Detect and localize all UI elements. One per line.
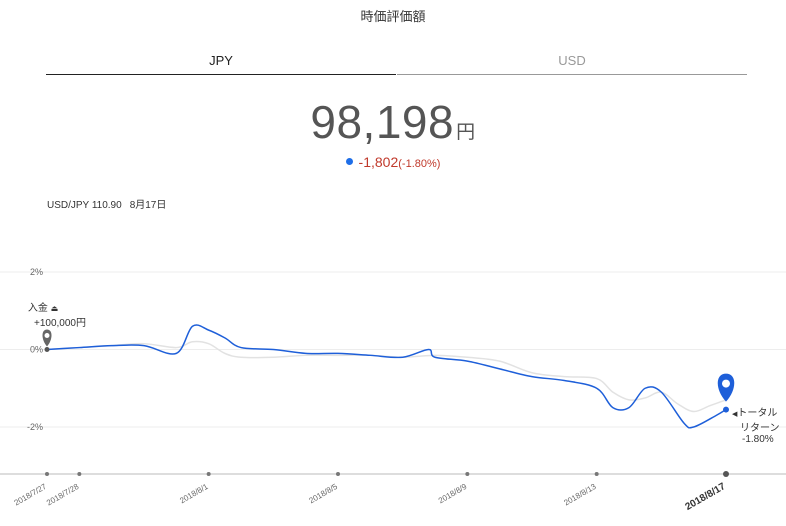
x-axis-dot [465, 472, 470, 476]
total-return-label-2: リターン [740, 423, 780, 434]
change-amount: -1,802 [358, 154, 399, 170]
y-tick-label: -2% [27, 422, 43, 432]
total-return-value: -1.80% [742, 434, 774, 445]
series-line-portfolio [46, 324, 727, 429]
y-tick-label: 2% [30, 267, 43, 277]
total-return-label-1: トータル [737, 408, 778, 419]
x-tick-label: 2018/7/27 [13, 482, 49, 508]
location-pin-hole [722, 379, 730, 388]
series-line-benchmark [46, 340, 727, 413]
page-title: 時価評価額 [360, 9, 426, 24]
exchange-rate: USD/JPY 110.90 8月17日 [47, 196, 174, 211]
value-change: -1,802(-1.80%) [0, 154, 786, 170]
deposit-icon: ⏏ [50, 304, 59, 313]
y-tick-label: 0% [30, 345, 43, 355]
exchange-rate-date: 8月17日 [129, 200, 167, 211]
x-tick-label: 2018/8/9 [437, 482, 469, 506]
currency-tabs: JPY USD [46, 52, 747, 76]
x-axis-dot [206, 472, 211, 476]
market-value-amount: 98,198 [310, 96, 455, 148]
x-axis-dot [77, 472, 82, 476]
x-tick-label: 2018/8/5 [308, 482, 340, 506]
deposit-amount: +100,000円 [34, 318, 86, 329]
x-tick-label: 2018/8/1 [178, 482, 210, 506]
x-tick-label: 2018/7/28 [45, 482, 81, 508]
deposit-pin-hole [44, 333, 50, 338]
deposit-point [44, 347, 50, 352]
deposit-label: 入金 [27, 303, 48, 314]
tab-usd[interactable]: USD [397, 52, 747, 75]
market-value: 98,198 円 [0, 96, 786, 159]
change-dot-icon [345, 158, 353, 165]
pointer-left-icon: ◀ [732, 411, 738, 418]
x-axis-dot [723, 471, 729, 477]
market-value-unit: 円 [456, 122, 476, 143]
tab-jpy[interactable]: JPY [46, 52, 396, 75]
x-axis-dot [594, 472, 599, 476]
x-axis-dot [45, 472, 49, 476]
x-tick-label: 2018/8/17 [683, 481, 727, 513]
exchange-rate-pair: USD/JPY 110.90 [47, 200, 122, 211]
total-return-annotation: ◀トータル リターン -1.80% [732, 404, 786, 445]
deposit-annotation: 入金 ⏏ +100,000円 [8, 299, 86, 329]
x-axis-dot [336, 472, 340, 476]
x-tick-label: 2018/8/13 [562, 482, 598, 508]
end-point [723, 406, 729, 413]
change-percent: (-1.80%) [398, 158, 441, 170]
